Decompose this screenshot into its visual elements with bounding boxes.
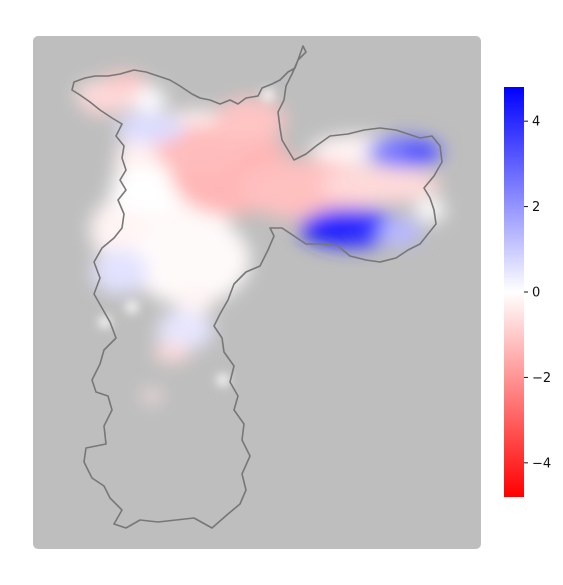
region-boundary (71, 45, 443, 529)
colorbar-gradient (504, 87, 524, 497)
colorbar-tick-label: 0 (532, 286, 540, 301)
colorbar-tick-label: −2 (532, 371, 551, 386)
heatmap-field (75, 72, 445, 402)
colorbar-ticks: 4 2 0 −2 −4 (524, 115, 551, 471)
colorbar-tick-label: −4 (532, 456, 551, 471)
colorbar-tick-label: 4 (532, 115, 540, 130)
colorbar-tick-label: 2 (532, 200, 540, 215)
colorbar: 4 2 0 −2 −4 (504, 87, 551, 497)
